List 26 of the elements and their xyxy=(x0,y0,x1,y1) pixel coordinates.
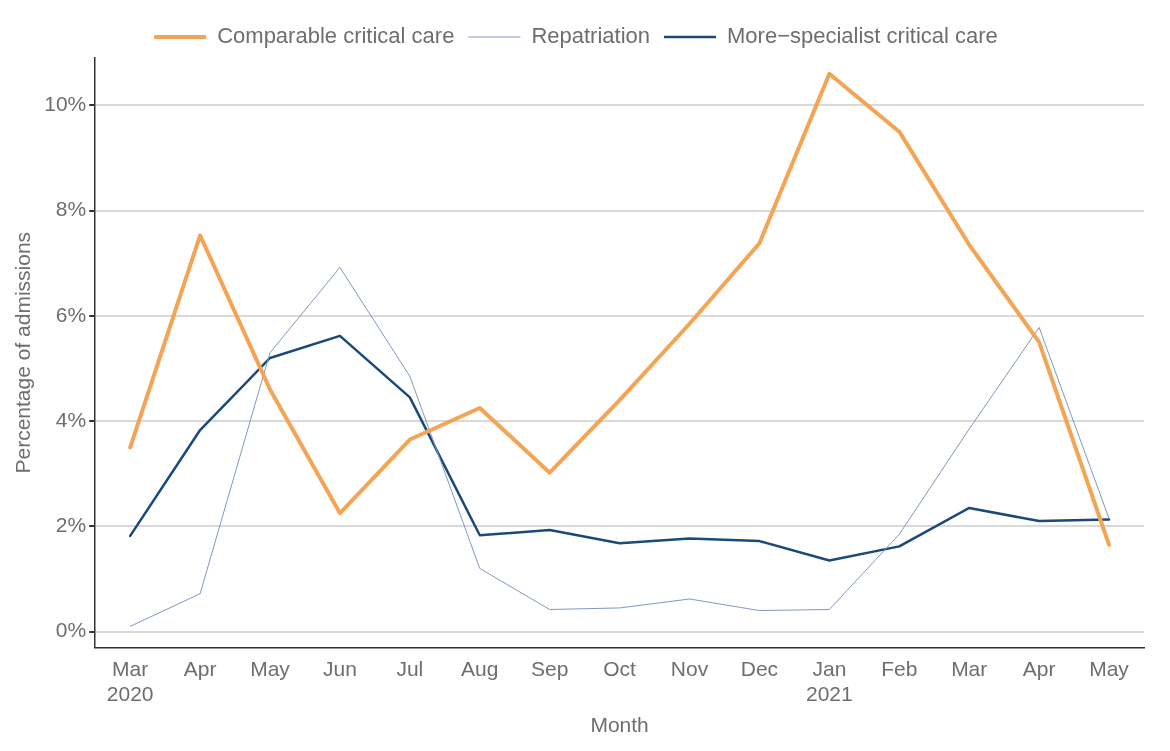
y-tick-label: 6% xyxy=(55,302,87,326)
x-tick-label: Sep xyxy=(531,656,569,680)
x-tick-label: Apr xyxy=(1022,656,1056,680)
y-axis-title: Percentage of admissions xyxy=(11,231,35,474)
y-tick-label: 8% xyxy=(55,197,87,221)
x-tick-label: May xyxy=(1089,656,1130,680)
y-tick-label: 4% xyxy=(55,407,87,431)
x-tick-label: Feb xyxy=(881,656,918,680)
x-tick-label: Oct xyxy=(603,656,637,680)
x-tick-label: Jul xyxy=(396,656,424,680)
x-tick-label: Aug xyxy=(461,656,499,680)
legend-label: Comparable critical care xyxy=(217,23,455,49)
x-tick-label: Nov xyxy=(670,656,709,680)
x-tick-label: Dec xyxy=(740,656,779,680)
x-tick-label: Jun xyxy=(323,656,357,680)
y-tick-label: 0% xyxy=(55,618,87,642)
x-axis-title: Month xyxy=(590,713,649,737)
x-tick-label: Jan 2021 xyxy=(806,656,853,705)
x-tick-label: Apr xyxy=(183,656,217,680)
y-tick-label: 10% xyxy=(44,92,87,116)
y-tick-label: 2% xyxy=(55,513,87,537)
legend-label: More−specialist critical care xyxy=(727,23,998,49)
x-tick-label: Mar xyxy=(951,656,988,680)
x-tick-label: May xyxy=(250,656,291,680)
legend-label: Repatriation xyxy=(531,23,651,49)
x-tick-label: Mar 2020 xyxy=(106,656,154,705)
